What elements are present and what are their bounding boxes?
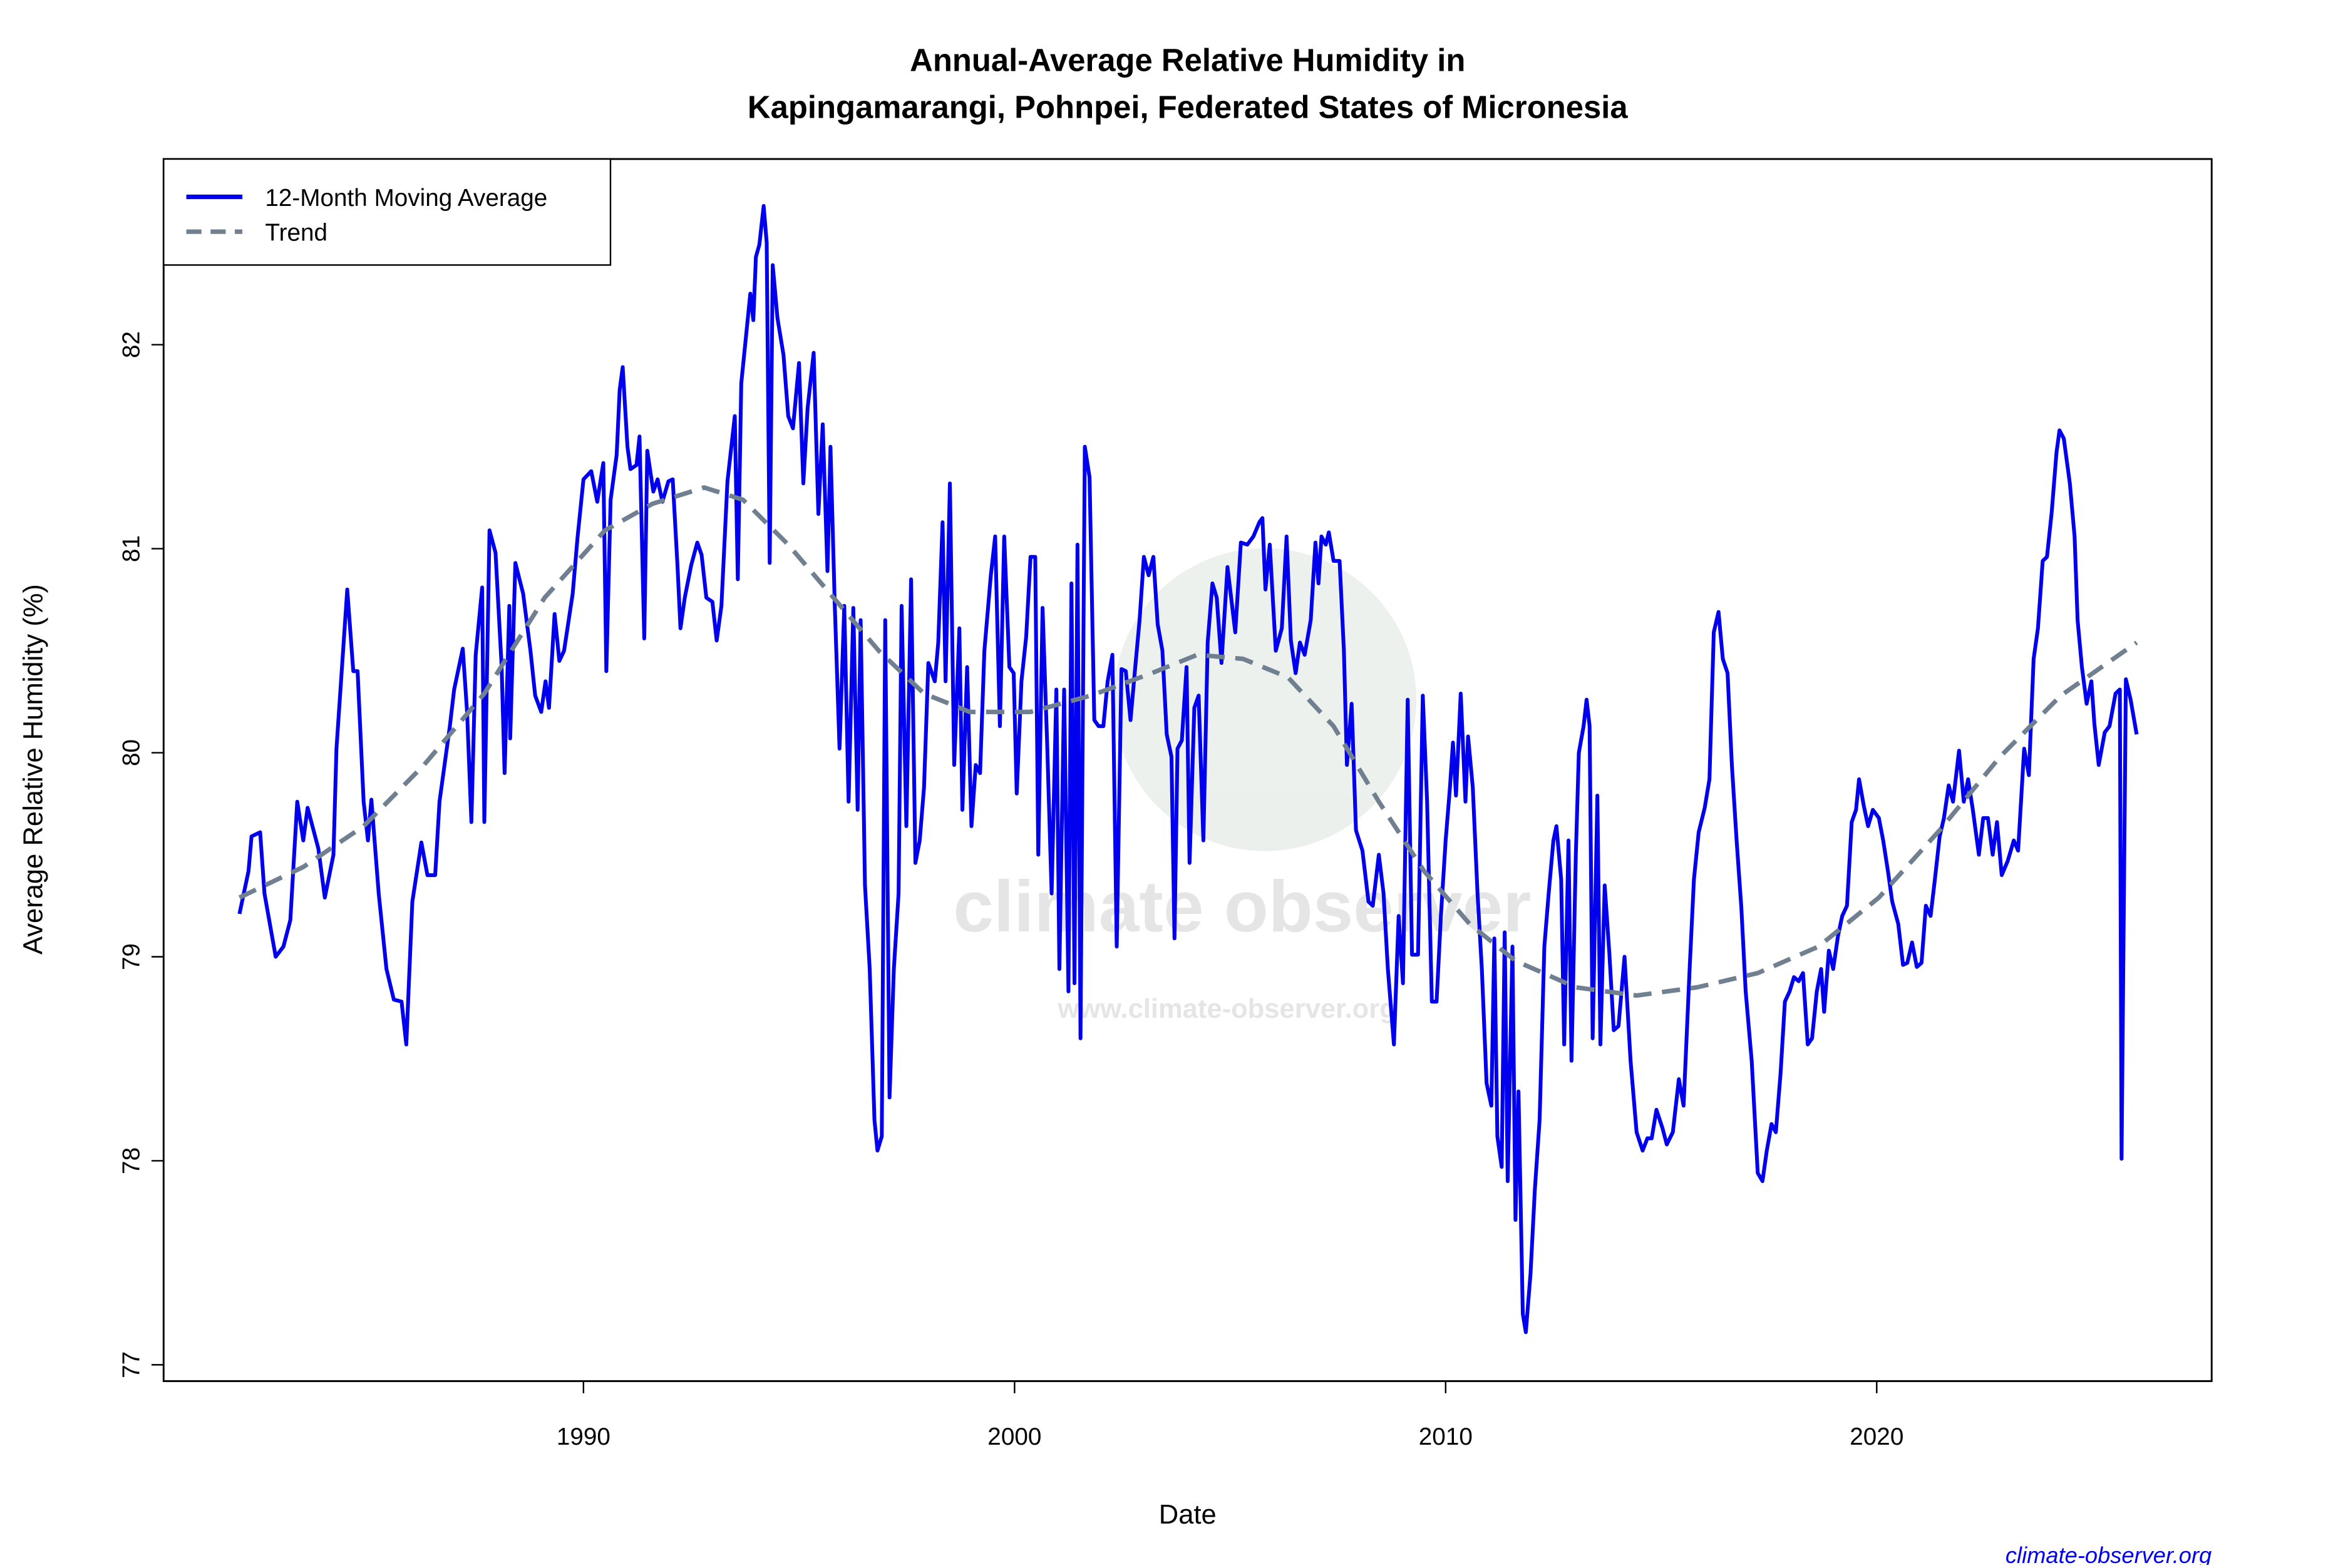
x-tick-label: 2020	[1850, 1423, 1903, 1450]
credit: climate-observer.org	[2006, 1542, 2212, 1565]
y-axis-label: Average Relative Humidity (%)	[19, 584, 49, 955]
x-axis-label: Date	[1159, 1500, 1217, 1530]
plot-frame	[162, 158, 2213, 1382]
y-tick-label: 79	[118, 943, 145, 970]
y-tick-label: 80	[118, 739, 145, 766]
legend-label: Trend	[265, 220, 327, 247]
legend-box	[163, 158, 612, 266]
data-line	[237, 203, 2139, 1335]
y-tick-label: 77	[118, 1351, 145, 1378]
plot-area: 77 78 79 80 81 82 1990 2000 2010 2020	[118, 203, 2139, 1450]
y-tick-label: 78	[118, 1147, 145, 1174]
x-tick-label: 2010	[1419, 1423, 1473, 1450]
legend-label: 12-Month Moving Average	[265, 185, 547, 212]
watermark-url: www.climate-observer.org	[1058, 994, 1396, 1024]
chart-title: Annual-Average Relative Humidity in	[910, 43, 1465, 78]
x-tick-label: 1990	[557, 1423, 610, 1450]
y-tick-label: 81	[118, 535, 145, 562]
legend: 12-Month Moving Average Trend	[163, 158, 612, 266]
chart-title: Kapingamarangi, Pohnpei, Federated State…	[748, 90, 1628, 125]
x-tick-label: 2000	[987, 1423, 1041, 1450]
y-tick-label: 82	[118, 331, 145, 358]
watermark-logo	[1113, 548, 1417, 851]
